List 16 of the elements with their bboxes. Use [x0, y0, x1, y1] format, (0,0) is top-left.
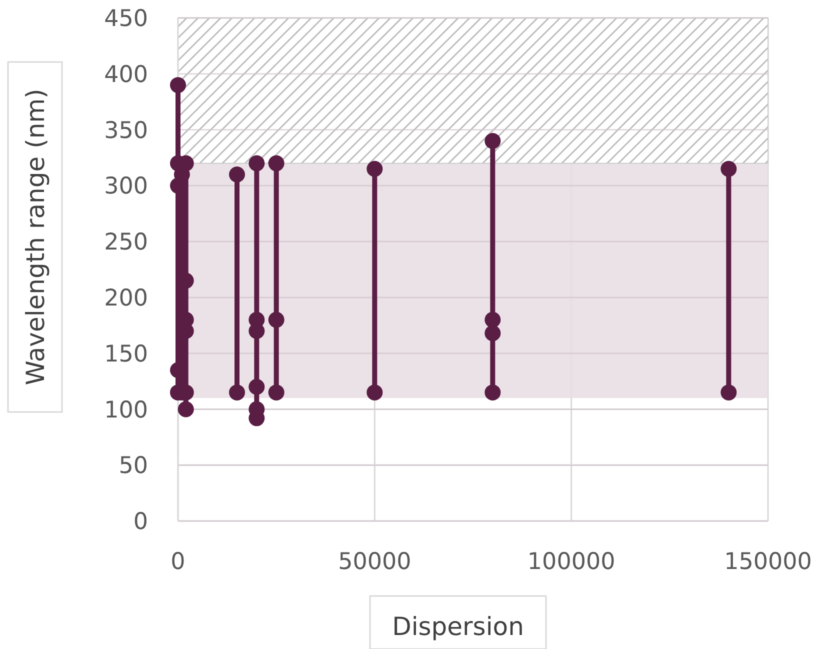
y-tick-label: 50 — [118, 453, 148, 480]
y-tick-label: 450 — [104, 6, 148, 32]
x-tick-label: 100000 — [527, 549, 616, 575]
x-tick-label: 50000 — [338, 549, 412, 575]
x-axis-title: Dispersion — [392, 612, 524, 641]
y-tick-label: 150 — [104, 341, 148, 368]
x-tick-label: 0 — [170, 549, 186, 575]
y-tick-label: 300 — [104, 174, 148, 200]
y-tick-label: 250 — [104, 230, 148, 256]
y-tick-label: 350 — [104, 118, 148, 144]
y-tick-label: 0 — [133, 509, 148, 536]
x-tick-label: 150000 — [724, 549, 812, 575]
y-axis-title: Wavelength range (nm) — [21, 88, 50, 386]
y-tick-label: 100 — [104, 397, 148, 424]
y-tick-label: 400 — [104, 62, 148, 88]
y-tick-label: 200 — [104, 285, 148, 312]
